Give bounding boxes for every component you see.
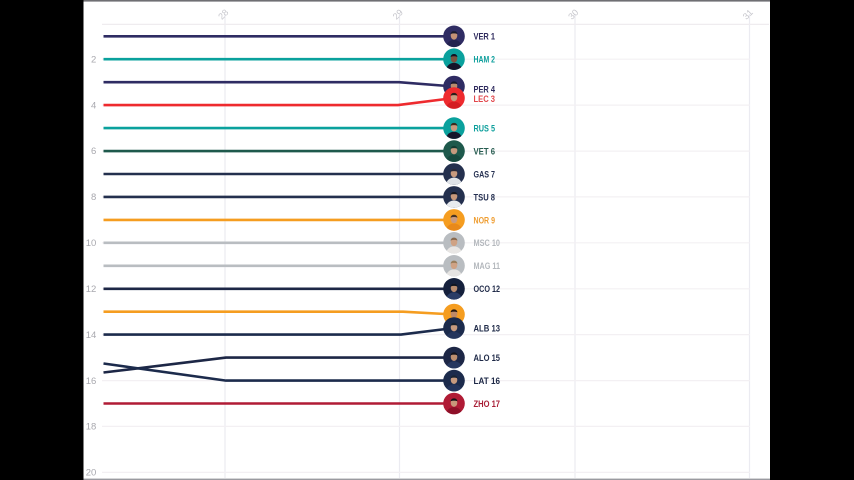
svg-text:TSU 8: TSU 8 xyxy=(474,192,496,203)
svg-text:MAG 11: MAG 11 xyxy=(474,261,501,272)
svg-text:2: 2 xyxy=(91,55,96,66)
svg-text:10: 10 xyxy=(86,238,97,249)
svg-text:LEC 3: LEC 3 xyxy=(474,94,496,105)
svg-text:RUS 5: RUS 5 xyxy=(474,124,496,135)
svg-text:8: 8 xyxy=(91,192,96,203)
svg-text:4: 4 xyxy=(91,100,96,111)
svg-text:OCO 12: OCO 12 xyxy=(474,284,501,295)
svg-text:20: 20 xyxy=(86,468,97,479)
svg-text:16: 16 xyxy=(86,376,97,387)
svg-text:LAT 16: LAT 16 xyxy=(474,376,501,387)
svg-text:NOR 9: NOR 9 xyxy=(474,215,496,226)
svg-text:VET 6: VET 6 xyxy=(474,147,496,158)
svg-text:6: 6 xyxy=(91,146,96,157)
svg-text:ALB 13: ALB 13 xyxy=(474,323,501,334)
svg-text:12: 12 xyxy=(86,284,97,295)
svg-text:14: 14 xyxy=(86,330,97,341)
svg-text:HAM 2: HAM 2 xyxy=(474,55,496,66)
svg-text:VER 1: VER 1 xyxy=(474,32,496,43)
svg-text:18: 18 xyxy=(86,422,97,433)
svg-text:MSC 10: MSC 10 xyxy=(474,238,501,249)
svg-text:ALO 15: ALO 15 xyxy=(474,353,501,364)
svg-text:PER 4: PER 4 xyxy=(474,84,496,95)
svg-text:ZHO 17: ZHO 17 xyxy=(474,399,501,410)
svg-text:GAS 7: GAS 7 xyxy=(474,169,496,180)
